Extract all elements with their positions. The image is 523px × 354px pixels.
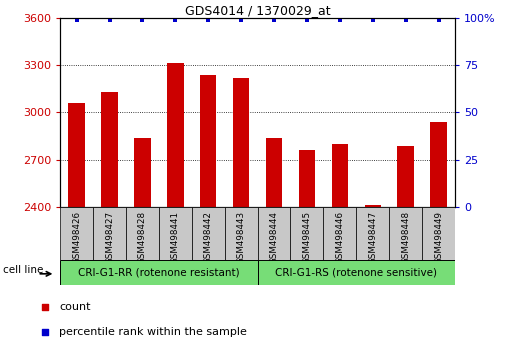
Point (270, 17, 278, 22)
Text: GSM498444: GSM498444 (269, 211, 279, 264)
Title: GDS4014 / 1370029_at: GDS4014 / 1370029_at (185, 4, 331, 17)
Point (41, 304, 49, 310)
Bar (257, 260, 455, 285)
Bar (60, 260, 257, 285)
Text: cell line: cell line (3, 265, 43, 275)
Bar (69, 103, 85, 207)
Bar (93, 207, 126, 260)
Bar (397, 145, 414, 207)
Text: GSM498427: GSM498427 (105, 211, 114, 264)
Bar (365, 205, 381, 207)
Point (204, 17, 212, 22)
Bar (60, 207, 93, 260)
Bar (192, 207, 225, 260)
Text: GSM498441: GSM498441 (171, 211, 180, 264)
Bar (126, 207, 159, 260)
Point (237, 17, 245, 22)
Bar (266, 138, 282, 207)
Point (336, 17, 344, 22)
Bar (389, 207, 422, 260)
Bar (101, 92, 118, 207)
Text: GSM498449: GSM498449 (434, 211, 443, 264)
Bar (159, 207, 192, 260)
Text: GSM498446: GSM498446 (335, 211, 344, 264)
Point (138, 17, 146, 22)
Text: GSM498445: GSM498445 (302, 211, 311, 264)
Text: CRI-G1-RS (rotenone sensitive): CRI-G1-RS (rotenone sensitive) (275, 268, 437, 278)
Text: count: count (59, 302, 90, 313)
Text: GSM498428: GSM498428 (138, 211, 147, 264)
Point (435, 17, 443, 22)
Bar (356, 207, 389, 260)
Text: GSM498442: GSM498442 (204, 211, 213, 264)
Bar (323, 207, 356, 260)
Text: GSM498443: GSM498443 (236, 211, 246, 264)
Bar (290, 207, 323, 260)
Text: percentile rank within the sample: percentile rank within the sample (59, 326, 247, 337)
Bar (225, 207, 257, 260)
Bar (332, 144, 348, 207)
Point (369, 17, 377, 22)
Point (72, 17, 81, 22)
Bar (422, 207, 455, 260)
Bar (430, 122, 447, 207)
Text: CRI-G1-RR (rotenone resistant): CRI-G1-RR (rotenone resistant) (78, 268, 240, 278)
Bar (134, 138, 151, 207)
Bar (299, 150, 315, 207)
Text: GSM498447: GSM498447 (368, 211, 377, 264)
Text: GSM498448: GSM498448 (401, 211, 410, 264)
Bar (200, 75, 217, 207)
Bar (167, 63, 184, 207)
Text: GSM498426: GSM498426 (72, 211, 81, 264)
Point (402, 17, 410, 22)
Bar (257, 207, 290, 260)
Point (105, 17, 113, 22)
Point (171, 17, 179, 22)
Point (41, 329, 49, 335)
Bar (233, 78, 249, 207)
Point (303, 17, 311, 22)
